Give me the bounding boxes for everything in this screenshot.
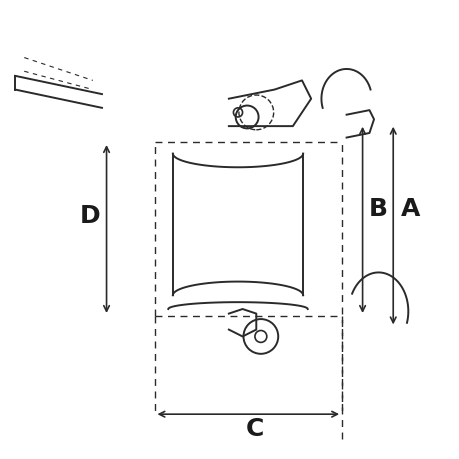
Text: D: D: [80, 204, 101, 228]
Text: A: A: [400, 197, 420, 221]
Text: C: C: [246, 416, 264, 440]
Text: B: B: [368, 197, 387, 221]
